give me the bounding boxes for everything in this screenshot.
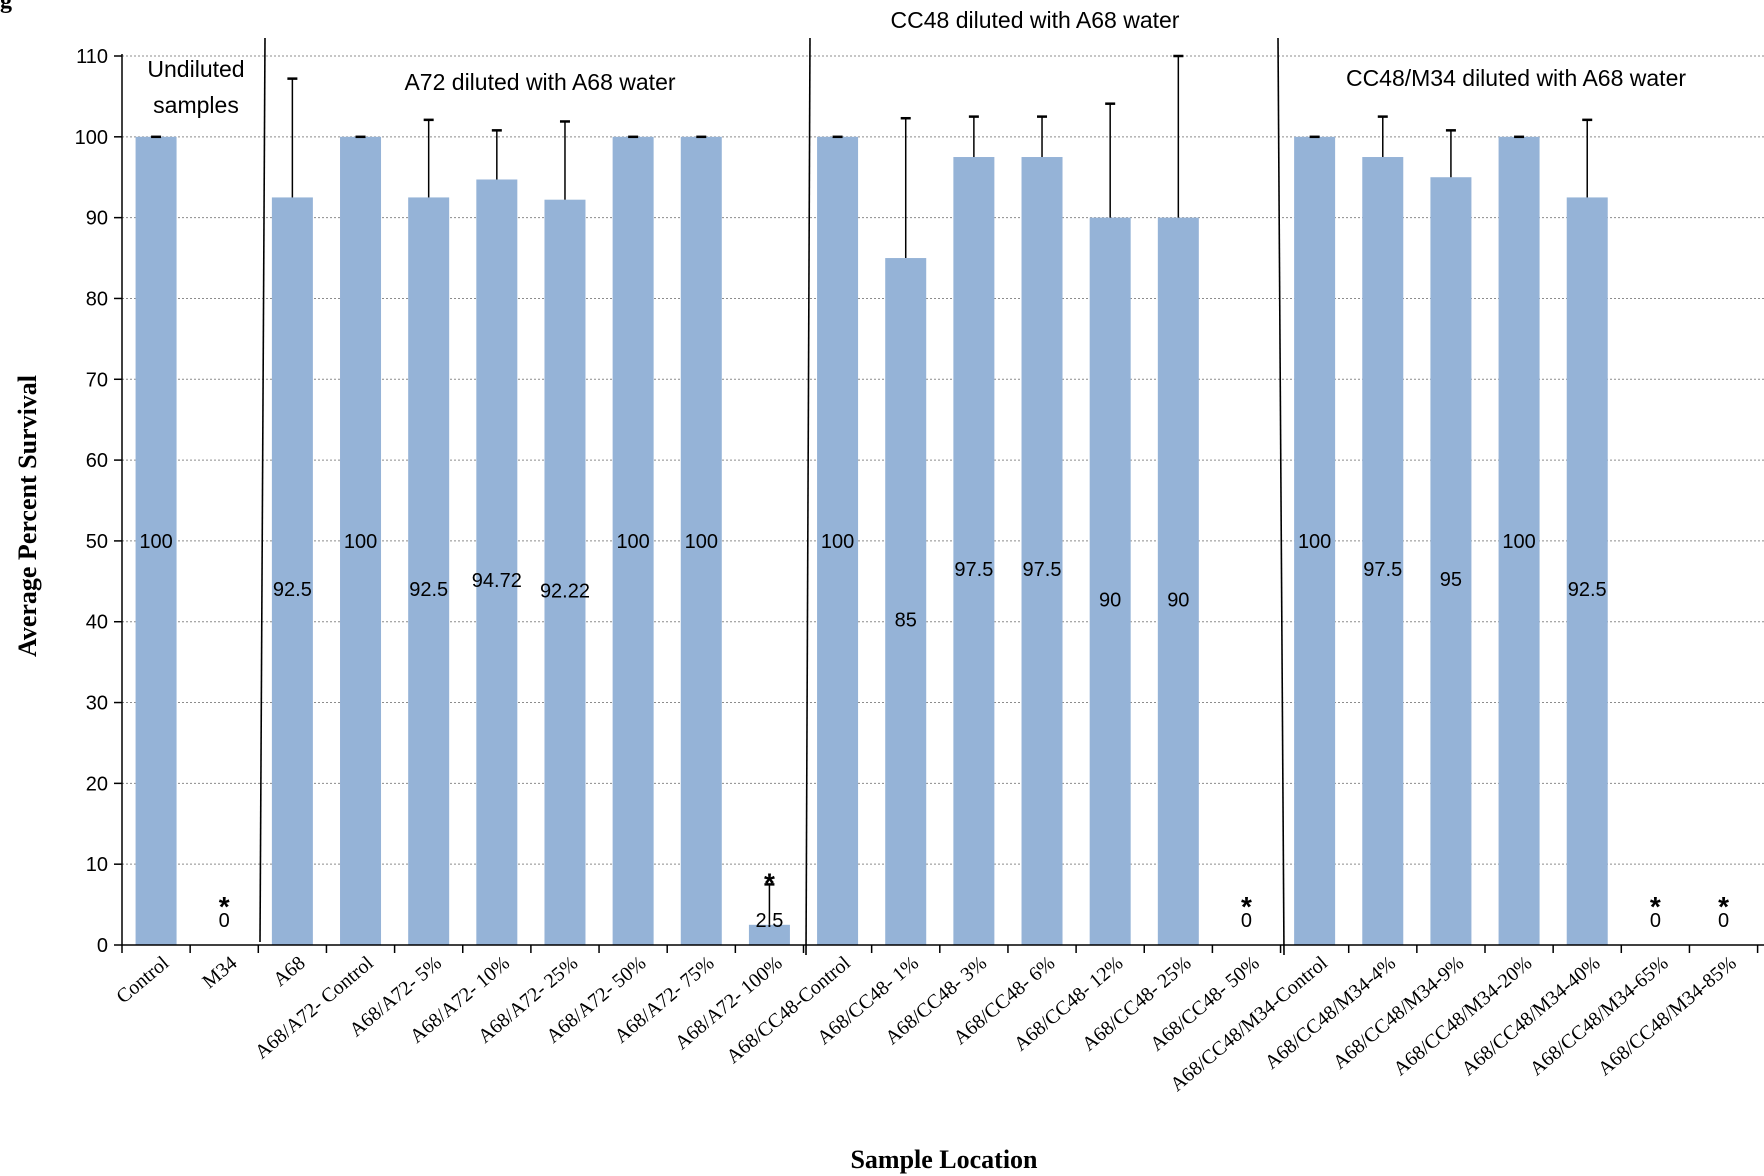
bar xyxy=(817,136,859,945)
y-tick-label: 40 xyxy=(86,612,108,634)
data-label: 97.5 xyxy=(1363,559,1402,581)
bar xyxy=(1294,136,1336,945)
y-tick-label: 100 xyxy=(75,127,108,149)
group-annotation: CC48/M34 diluted with A68 water xyxy=(1346,65,1686,91)
bar xyxy=(612,136,654,945)
bar xyxy=(885,258,927,946)
bar xyxy=(953,157,995,946)
group-separator xyxy=(259,37,266,943)
significance-star: * xyxy=(1241,891,1252,922)
bars xyxy=(135,136,1608,946)
y-tick-label: 60 xyxy=(86,450,108,472)
data-label: 0 xyxy=(219,910,230,932)
data-label: 97.5 xyxy=(954,559,993,581)
y-tick-label: 90 xyxy=(86,208,108,230)
group-separator xyxy=(805,37,811,956)
bar xyxy=(408,197,450,945)
data-label: 100 xyxy=(139,531,172,553)
chart-title-fragment: g xyxy=(0,0,12,14)
error-bars xyxy=(151,54,1593,925)
data-label: 100 xyxy=(344,531,377,553)
data-label: 85 xyxy=(895,610,917,632)
gridlines xyxy=(122,55,1764,865)
bar xyxy=(1089,217,1131,946)
bar xyxy=(1498,136,1540,945)
significance-star: * xyxy=(764,867,775,898)
x-tick-label: Control xyxy=(112,952,173,1008)
data-label: 100 xyxy=(1502,531,1535,553)
bar xyxy=(544,199,586,946)
data-label: 92.22 xyxy=(540,580,590,602)
data-label: 90 xyxy=(1099,589,1121,611)
data-label: 100 xyxy=(821,531,854,553)
bar xyxy=(1566,197,1608,945)
bar xyxy=(135,136,177,945)
bar xyxy=(1157,217,1199,946)
data-label: 94.72 xyxy=(472,570,522,592)
y-tick-label: 20 xyxy=(86,773,108,795)
significance-star: * xyxy=(1718,891,1729,922)
bar xyxy=(1021,157,1063,946)
y-tick-label: 30 xyxy=(86,693,108,715)
y-tick-label: 10 xyxy=(86,854,108,876)
data-label: 92.5 xyxy=(409,579,448,601)
x-tick-label: A68/A72- Control xyxy=(251,952,378,1064)
data-label: 0 xyxy=(1718,910,1729,932)
group-annotations: Undiluted samples A72 diluted with A68 wat… xyxy=(147,7,1686,956)
group-separator xyxy=(1277,37,1285,956)
x-tick-label: M34 xyxy=(198,952,241,993)
data-label: 0 xyxy=(1650,910,1661,932)
bar xyxy=(1362,157,1404,946)
data-label: 95 xyxy=(1440,569,1462,591)
bar xyxy=(1430,177,1472,945)
group-annotation: Undiluted xyxy=(147,56,244,82)
data-label: 90 xyxy=(1167,589,1189,611)
data-label: 100 xyxy=(1298,531,1331,553)
bar xyxy=(680,136,722,945)
bar xyxy=(271,197,313,945)
group-annotation: A72 diluted with A68 water xyxy=(404,69,675,95)
x-tick-label: A68/CC48-Control xyxy=(722,952,855,1068)
y-tick-label: 0 xyxy=(97,935,108,957)
data-label: 2.5 xyxy=(756,910,784,932)
data-label: 97.5 xyxy=(1023,559,1062,581)
y-tick-label: 110 xyxy=(76,46,108,68)
x-axis-title: Sample Location xyxy=(850,1145,1038,1174)
significance-star: * xyxy=(1650,891,1661,922)
y-tick-label: 80 xyxy=(86,288,108,310)
bar xyxy=(748,924,790,945)
group-annotation: samples xyxy=(153,92,239,118)
bar xyxy=(340,136,382,945)
data-label: 100 xyxy=(616,531,649,553)
data-label: 92.5 xyxy=(1568,579,1607,601)
group-annotation: CC48 diluted with A68 water xyxy=(891,7,1180,33)
significance-star: * xyxy=(219,891,230,922)
data-label: 100 xyxy=(685,531,718,553)
y-axis-title: Average Percent Survival xyxy=(13,375,42,657)
data-label: 92.5 xyxy=(273,579,312,601)
bar xyxy=(476,179,518,946)
y-tick-label: 50 xyxy=(86,531,108,553)
x-tick-label: A68 xyxy=(269,952,310,991)
data-label: 0 xyxy=(1241,910,1252,932)
y-tick-label: 70 xyxy=(86,369,108,391)
